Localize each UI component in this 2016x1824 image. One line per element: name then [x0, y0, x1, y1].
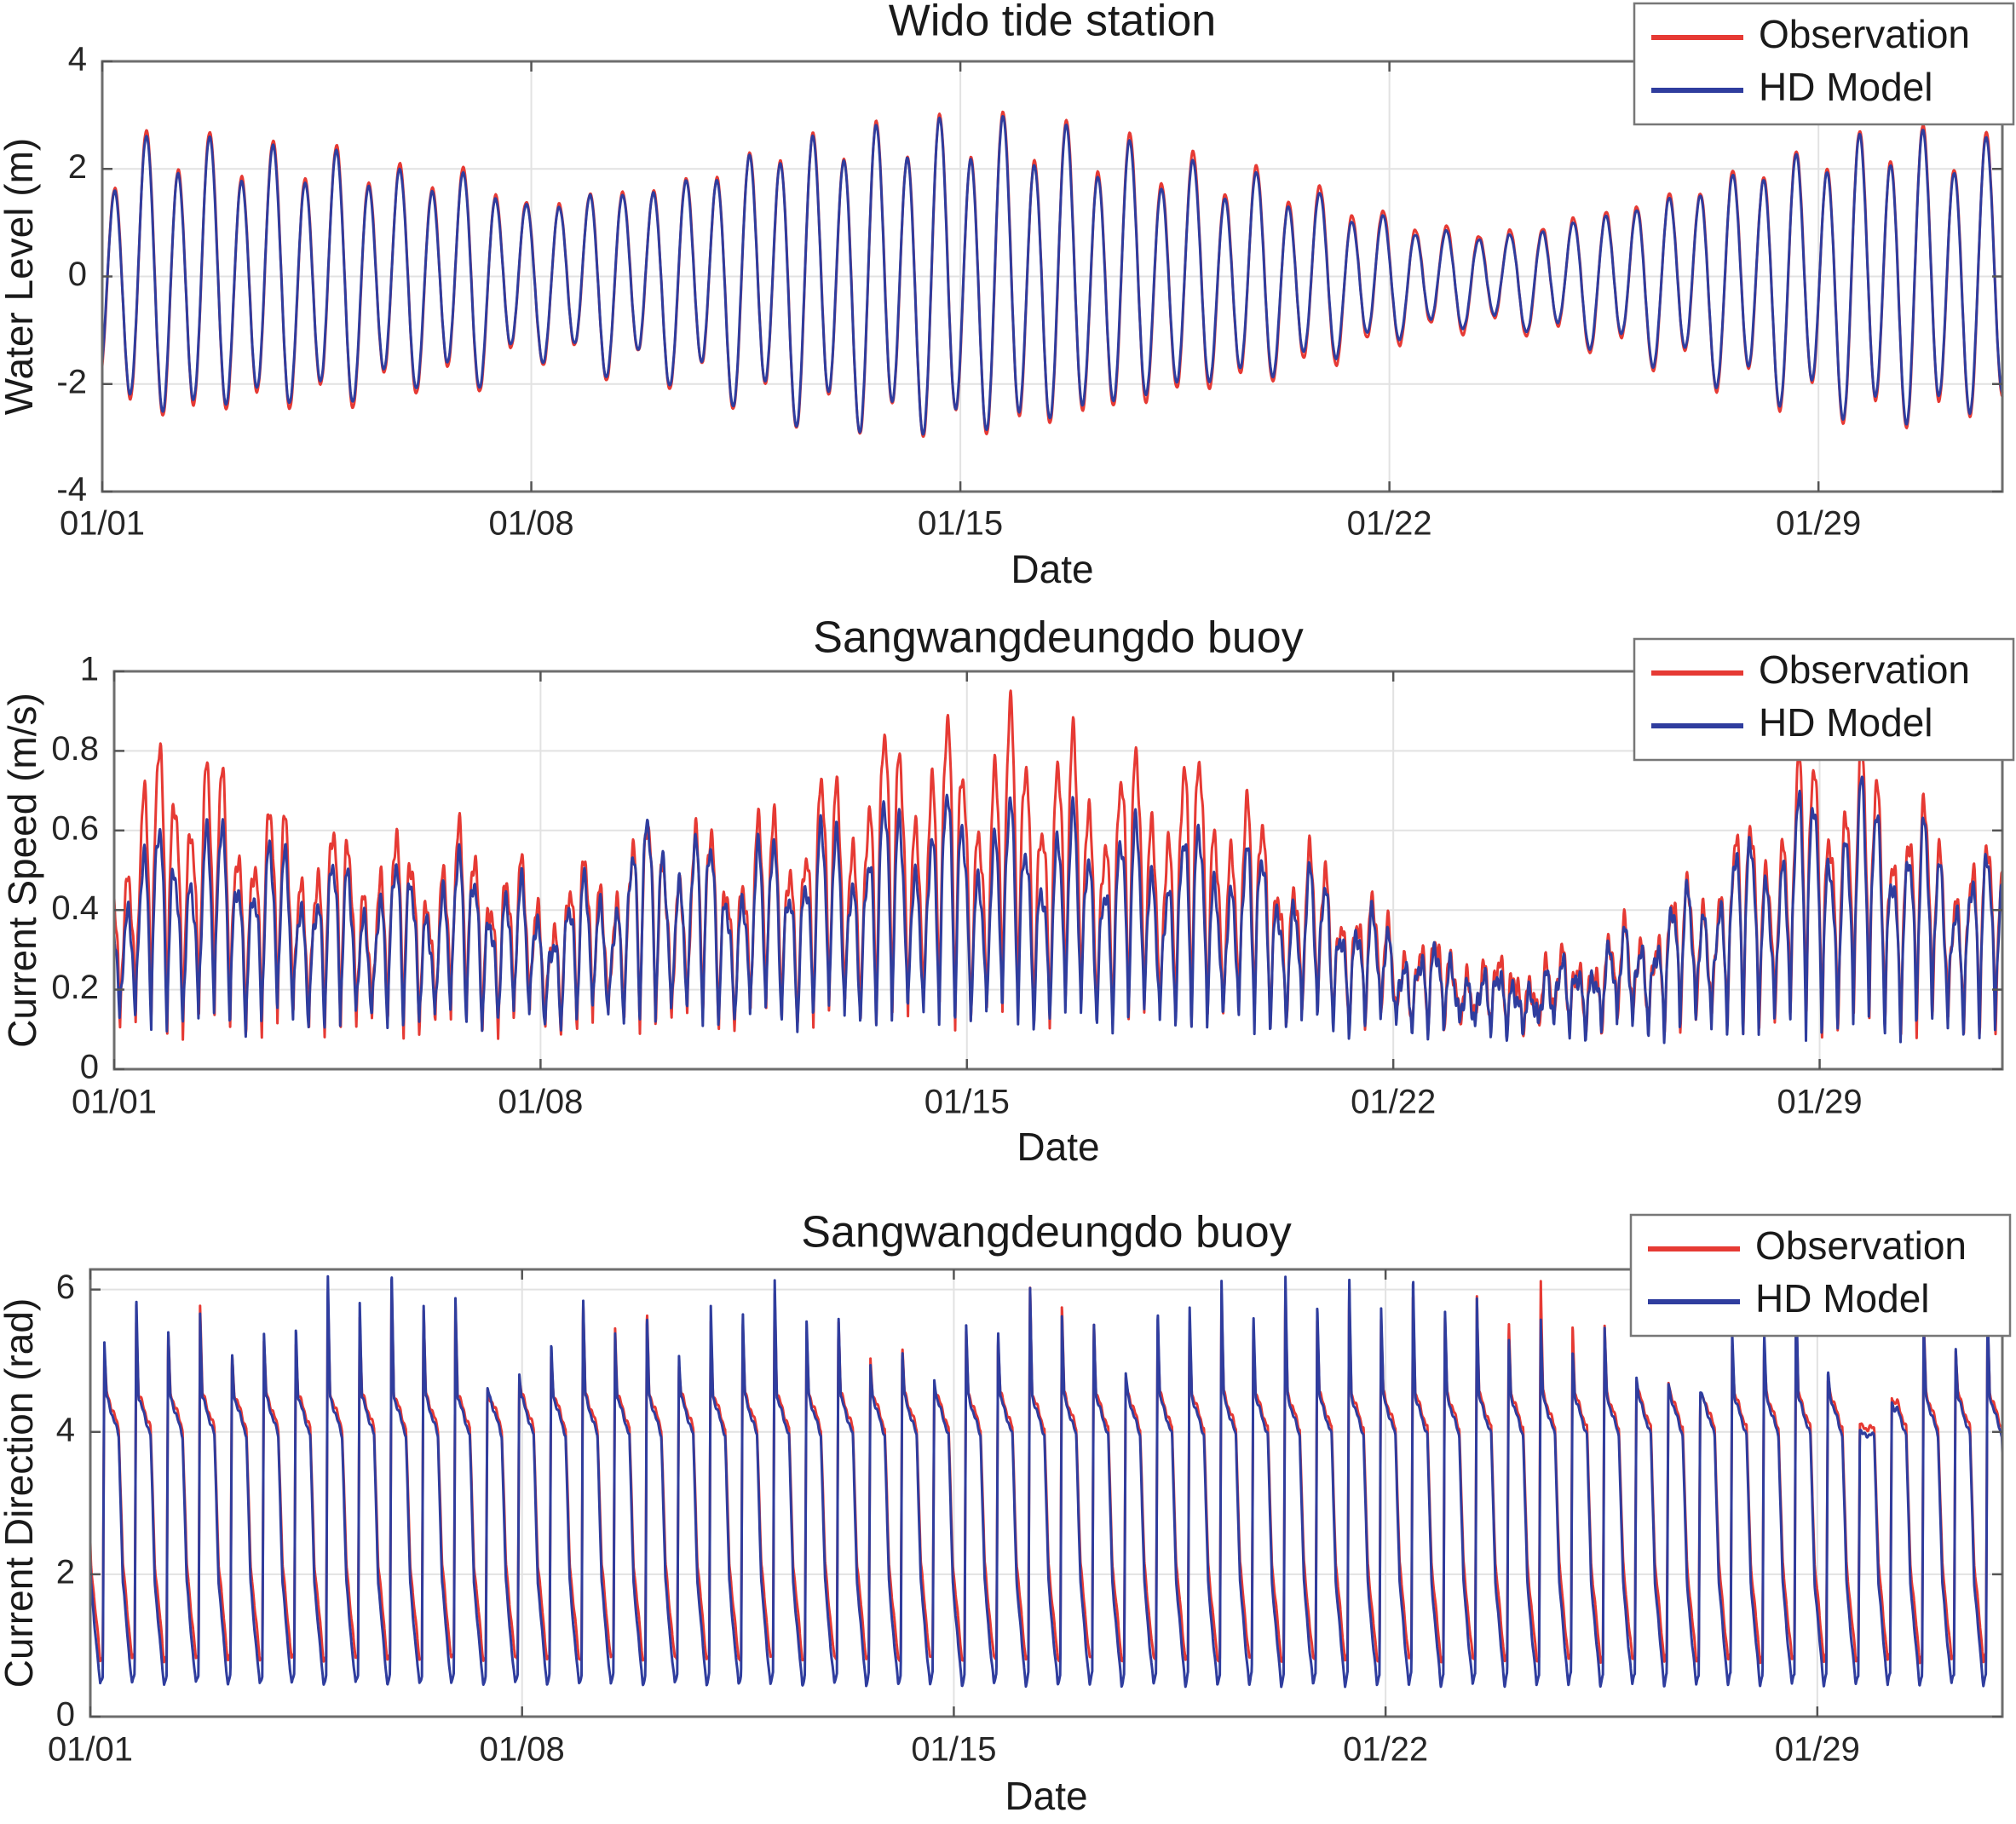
legend-label: Observation — [1755, 1223, 1967, 1268]
x-axis-tick-label: 01/08 — [488, 505, 573, 543]
chart-title: Sangwangdeungdo buoy — [813, 613, 1303, 663]
x-axis-tick-label: 01/22 — [1351, 1084, 1436, 1121]
legend-box — [1633, 637, 2015, 762]
y-axis-tick-label: 2 — [56, 1553, 75, 1591]
y-axis-tick-label: 0 — [68, 256, 87, 293]
x-axis-tick-label: 01/01 — [60, 505, 145, 543]
y-axis-tick-label: 4 — [68, 41, 87, 78]
legend-label: HD Model — [1755, 1276, 1930, 1321]
legend-item-hd-model: HD Model — [1651, 65, 1933, 109]
x-axis-tick-label: 01/22 — [1347, 505, 1432, 543]
legend-item-observation: Observation — [1651, 647, 1970, 692]
x-axis-tick-label: 01/01 — [72, 1084, 157, 1121]
x-axis-tick-label: 01/22 — [1343, 1731, 1428, 1769]
legend-box — [1629, 1213, 2012, 1338]
x-axis-tick-label: 01/15 — [924, 1084, 1010, 1121]
x-axis-tick-label: 01/08 — [498, 1084, 583, 1121]
x-axis-label: Date — [1005, 1774, 1087, 1818]
x-axis-tick-label: 01/15 — [911, 1731, 996, 1769]
chart-water-level: 01/01 01/08 01/15 01/22 01/29 -4 -2 0 2 4 Wido tid… — [0, 0, 2015, 591]
legend-item-hd-model: HD Model — [1648, 1276, 1930, 1321]
legend-box — [1633, 2, 2015, 126]
grid — [102, 61, 2002, 492]
y-axis-tick-label: 0 — [56, 1696, 75, 1734]
y-axis-tick-label: 4 — [56, 1411, 75, 1448]
legend-label: HD Model — [1759, 65, 1933, 109]
x-axis-tick-label: 01/15 — [918, 505, 1003, 543]
y-axis-tick-label: 0.8 — [51, 730, 99, 768]
legend-item-observation: Observation — [1651, 12, 1970, 56]
y-axis-label: Current Speed (m/s) — [0, 693, 44, 1048]
plot-border — [112, 670, 2004, 1071]
y-axis-tick-label: 0.6 — [51, 809, 99, 847]
chart-title: Sangwangdeungdo buoy — [801, 1208, 1291, 1257]
plot-border — [89, 1268, 2004, 1718]
y-axis-tick-label: 0.4 — [51, 889, 99, 927]
y-axis-tick-label: 0.2 — [51, 969, 99, 1006]
legend: Observation HD Model — [1633, 637, 2015, 762]
y-axis-label: Current Direction (rad) — [0, 1298, 41, 1689]
chart-title: Wido tide station — [889, 0, 1216, 46]
y-axis-tick-label: 0 — [80, 1049, 99, 1086]
x-axis-tick-label: 01/29 — [1776, 505, 1861, 543]
legend-label: Observation — [1759, 647, 1970, 692]
x-axis-tick-label: 01/29 — [1775, 1731, 1860, 1769]
y-axis-tick-label: -4 — [56, 471, 87, 509]
chart-current-speed: 01/01 01/08 01/15 01/22 01/29 0 0.2 0.4 0.6 0.8 1 S… — [0, 613, 2015, 1169]
legend-item-hd-model: HD Model — [1651, 700, 1933, 745]
x-axis-tick-label: 01/01 — [48, 1731, 133, 1769]
chart-current-direction: 01/01 01/08 01/15 01/22 01/29 0 2 4 6 Sangwangdeu… — [0, 1208, 2012, 1818]
legend-label: HD Model — [1759, 700, 1933, 745]
x-axis-tick-label: 01/08 — [480, 1731, 565, 1769]
axis-ticks — [89, 1269, 2002, 1718]
legend: Observation HD Model — [1629, 1213, 2012, 1338]
x-axis-label: Date — [1011, 547, 1093, 591]
y-axis-tick-label: 6 — [56, 1269, 75, 1306]
series-line-hd-model — [112, 775, 2004, 1044]
series-line-hd-model — [89, 1274, 2004, 1689]
y-axis-tick-label: -2 — [56, 363, 87, 400]
y-axis-tick-label: 2 — [68, 148, 87, 186]
x-axis-label: Date — [1017, 1125, 1099, 1169]
legend-label: Observation — [1759, 12, 1970, 56]
y-axis-tick-label: 1 — [80, 651, 99, 688]
series-line-hd-model — [101, 115, 2004, 436]
x-axis-tick-label: 01/29 — [1777, 1084, 1862, 1121]
y-axis-label: Water Level (m) — [0, 138, 41, 415]
legend: Observation HD Model — [1633, 2, 2015, 126]
legend-item-observation: Observation — [1648, 1223, 1967, 1268]
